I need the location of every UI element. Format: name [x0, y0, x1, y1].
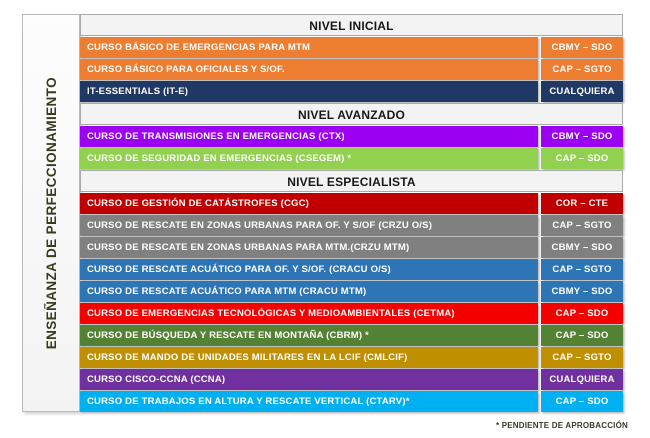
course-name-cell: CURSO DE TRANSMISIONES EN EMERGENCIAS (C… — [80, 126, 538, 147]
table-row: CURSO BÁSICO PARA OFICIALES Y S/OF. CAP … — [80, 59, 623, 80]
approval-pending-footnote: * PENDIENTE DE APROBACCIÓN — [495, 421, 628, 430]
rank-range-cell: CAP – SGTO — [541, 259, 623, 280]
rank-range-cell: CAP – SGTO — [541, 59, 623, 80]
course-name-cell: CURSO DE RESCATE ACUÁTICO PARA MTM (CRAC… — [80, 281, 538, 302]
course-name-cell: CURSO DE GESTIÓN DE CATÁSTROFES (CGC) — [80, 193, 538, 214]
course-name-cell: CURSO DE TRABAJOS EN ALTURA Y RESCATE VE… — [80, 391, 538, 412]
table-row: CURSO DE BÚSQUEDA Y RESCATE EN MONTAÑA (… — [80, 325, 623, 346]
course-name-cell: IT-ESSENTIALS (IT-E) — [80, 81, 538, 102]
level-header-nivel-avanzado: NIVEL AVANZADO — [80, 103, 623, 125]
rank-range-cell: CUALQUIERA — [541, 81, 623, 102]
table-row: CURSO DE MANDO DE UNIDADES MILITARES EN … — [80, 347, 623, 368]
table-row: CURSO CISCO-CCNA (CCNA) CUALQUIERA — [80, 369, 623, 390]
course-name-cell: CURSO DE RESCATE EN ZONAS URBANAS PARA O… — [80, 215, 538, 236]
table-row: CURSO DE RESCATE ACUÁTICO PARA OF. Y S/O… — [80, 259, 623, 280]
table-row: IT-ESSENTIALS (IT-E) CUALQUIERA — [80, 81, 623, 102]
course-name-cell: CURSO BÁSICO DE EMERGENCIAS PARA MTM — [80, 37, 538, 58]
table-row: CURSO BÁSICO DE EMERGENCIAS PARA MTM CBM… — [80, 37, 623, 58]
rank-range-cell: CAP – SGTO — [541, 347, 623, 368]
sidebar-title: ENSEÑANZA DE PERFECCIONAMIENTO — [43, 76, 59, 350]
rank-range-cell: CAP – SGTO — [541, 215, 623, 236]
rank-range-cell: CAP – SDO — [541, 325, 623, 346]
course-table: NIVEL INICIAL CURSO BÁSICO DE EMERGENCIA… — [80, 14, 623, 412]
course-name-cell: CURSO CISCO-CCNA (CCNA) — [80, 369, 538, 390]
rank-range-cell: CBMY – SDO — [541, 37, 623, 58]
rank-range-cell: CAP – SDO — [541, 391, 623, 412]
table-row: CURSO DE EMERGENCIAS TECNOLÓGICAS Y MEDI… — [80, 303, 623, 324]
rank-range-cell: CBMY – SDO — [541, 281, 623, 302]
rank-range-cell: CUALQUIERA — [541, 369, 623, 390]
course-name-cell: CURSO DE MANDO DE UNIDADES MILITARES EN … — [80, 347, 538, 368]
table-row: CURSO DE RESCATE EN ZONAS URBANAS PARA O… — [80, 215, 623, 236]
level-header-nivel-inicial: NIVEL INICIAL — [80, 14, 623, 36]
table-row: CURSO DE TRABAJOS EN ALTURA Y RESCATE VE… — [80, 391, 623, 412]
course-name-cell: CURSO DE EMERGENCIAS TECNOLÓGICAS Y MEDI… — [80, 303, 538, 324]
rank-range-cell: CBMY – SDO — [541, 126, 623, 147]
rank-range-cell: CAP – SDO — [541, 148, 623, 169]
rank-range-cell: CAP – SDO — [541, 303, 623, 324]
course-name-cell: CURSO DE BÚSQUEDA Y RESCATE EN MONTAÑA (… — [80, 325, 538, 346]
table-row: CURSO DE SEGURIDAD EN EMERGENCIAS (CSEGE… — [80, 148, 623, 169]
course-name-cell: CURSO BÁSICO PARA OFICIALES Y S/OF. — [80, 59, 538, 80]
table-row: CURSO DE TRANSMISIONES EN EMERGENCIAS (C… — [80, 126, 623, 147]
table-row: CURSO DE RESCATE EN ZONAS URBANAS PARA M… — [80, 237, 623, 258]
table-row-header: NIVEL INICIAL — [80, 14, 623, 36]
course-name-cell: CURSO DE RESCATE EN ZONAS URBANAS PARA M… — [80, 237, 538, 258]
rank-range-cell: CBMY – SDO — [541, 237, 623, 258]
sidebar-title-box: ENSEÑANZA DE PERFECCIONAMIENTO — [22, 14, 80, 412]
table-row: CURSO DE RESCATE ACUÁTICO PARA MTM (CRAC… — [80, 281, 623, 302]
rank-range-cell: COR – CTE — [541, 193, 623, 214]
course-name-cell: CURSO DE RESCATE ACUÁTICO PARA OF. Y S/O… — [80, 259, 538, 280]
table-row-header: NIVEL ESPECIALISTA — [80, 170, 623, 192]
level-header-nivel-especialista: NIVEL ESPECIALISTA — [80, 170, 623, 192]
course-name-cell: CURSO DE SEGURIDAD EN EMERGENCIAS (CSEGE… — [80, 148, 538, 169]
table-row-header: NIVEL AVANZADO — [80, 103, 623, 125]
table-row: CURSO DE GESTIÓN DE CATÁSTROFES (CGC) CO… — [80, 193, 623, 214]
